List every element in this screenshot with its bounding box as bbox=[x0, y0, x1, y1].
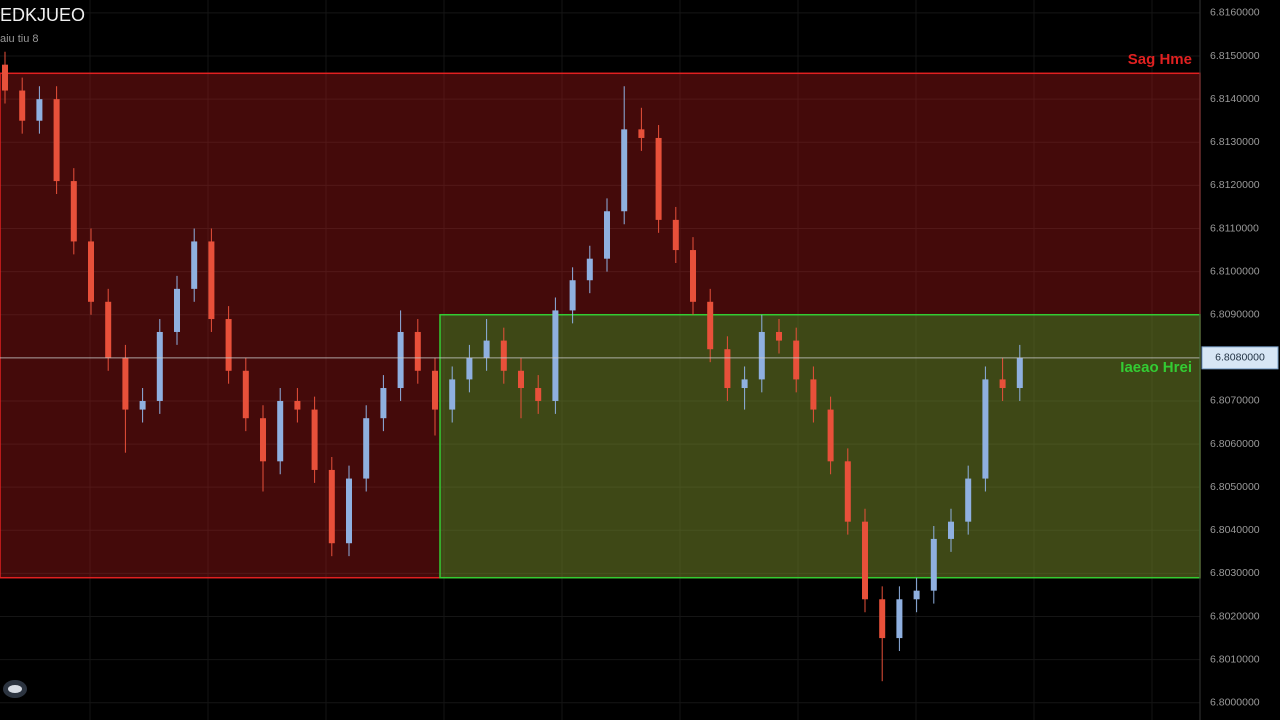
candle-body bbox=[414, 331, 421, 371]
zone bbox=[0, 72, 1201, 579]
y-tick-label: 6.8000000 bbox=[1210, 697, 1260, 709]
candle-body bbox=[191, 241, 198, 289]
candle-body bbox=[19, 90, 26, 121]
y-tick-label: 6.8120000 bbox=[1210, 179, 1260, 191]
zone bbox=[439, 313, 1201, 579]
y-tick-label: 6.8150000 bbox=[1210, 50, 1260, 62]
candle-body bbox=[328, 469, 335, 544]
chart-subtitle: aiu tiu 8 bbox=[0, 33, 39, 45]
candle-body bbox=[466, 357, 473, 380]
candle-body bbox=[862, 521, 868, 600]
candle-body bbox=[156, 331, 163, 401]
candle-body bbox=[1016, 357, 1023, 389]
candle-body bbox=[53, 99, 60, 182]
candle-body bbox=[242, 370, 249, 419]
candle-body bbox=[260, 418, 266, 462]
candle-body bbox=[552, 310, 559, 401]
candle-body bbox=[535, 388, 542, 401]
candle-body bbox=[879, 599, 886, 639]
candle-body bbox=[569, 280, 576, 311]
candle-body bbox=[346, 478, 352, 544]
chart-title: EDKJUEO bbox=[0, 5, 85, 25]
candle-body bbox=[844, 461, 851, 522]
y-tick-label: 6.8040000 bbox=[1210, 524, 1260, 536]
candle-body bbox=[690, 250, 696, 302]
zone-label: Sag Hme bbox=[1128, 51, 1192, 68]
plot: Sag Hme Iaeao Hrei bbox=[0, 12, 1201, 704]
candle-body bbox=[638, 129, 645, 138]
candle-body bbox=[88, 241, 94, 302]
candle-body bbox=[225, 319, 232, 371]
candle-body bbox=[518, 370, 524, 389]
candle-body bbox=[294, 400, 301, 410]
candle-body bbox=[793, 340, 800, 380]
candle-body bbox=[36, 99, 43, 121]
last-price-label: 6.8080000 bbox=[1215, 352, 1265, 364]
candle-body bbox=[483, 340, 490, 358]
candle-body bbox=[655, 137, 662, 220]
candle-body bbox=[2, 64, 8, 91]
candle-body bbox=[604, 211, 610, 259]
candle-body bbox=[776, 331, 782, 341]
y-tick-label: 6.8020000 bbox=[1210, 610, 1260, 622]
last-price-box bbox=[1201, 346, 1279, 370]
candle-body bbox=[621, 129, 628, 212]
candle-body bbox=[930, 538, 937, 591]
candle-body bbox=[948, 521, 954, 539]
candle-body bbox=[311, 409, 318, 470]
candle-body bbox=[363, 418, 370, 479]
y-tick-label: 6.8060000 bbox=[1210, 438, 1260, 450]
candle-body bbox=[432, 370, 438, 410]
candle-body bbox=[174, 288, 180, 332]
candle-body bbox=[827, 409, 834, 462]
y-tick-label: 6.8100000 bbox=[1210, 265, 1260, 277]
candle-body bbox=[70, 181, 77, 242]
candle-body bbox=[139, 400, 146, 410]
candle-body bbox=[672, 219, 679, 251]
y-tick-label: 6.8050000 bbox=[1210, 481, 1260, 493]
candle-body bbox=[758, 331, 765, 380]
y-tick-label: 6.8140000 bbox=[1210, 93, 1260, 105]
candle-body bbox=[999, 379, 1006, 389]
candle-body bbox=[965, 478, 972, 522]
candle-body bbox=[896, 599, 903, 639]
candle-body bbox=[449, 379, 456, 410]
candle-body bbox=[810, 379, 817, 410]
candle-body bbox=[122, 357, 129, 410]
menu-button-icon bbox=[8, 685, 22, 693]
candle-body bbox=[724, 349, 731, 389]
y-tick-label: 6.8090000 bbox=[1210, 309, 1260, 321]
candle-body bbox=[208, 241, 215, 320]
candle-body bbox=[105, 301, 112, 358]
candle-body bbox=[277, 400, 284, 462]
candle-body bbox=[500, 340, 507, 371]
vertical-grid bbox=[89, 0, 1153, 720]
y-tick-label: 6.8010000 bbox=[1210, 653, 1260, 665]
candle-body bbox=[982, 379, 989, 479]
candle-body bbox=[586, 258, 593, 281]
y-tick-label: 6.8110000 bbox=[1210, 222, 1259, 234]
candle-body bbox=[397, 331, 404, 389]
y-tick-label: 6.8070000 bbox=[1210, 395, 1260, 407]
candle-body bbox=[913, 590, 920, 600]
candle-body bbox=[380, 388, 387, 419]
zone-label: Iaeao Hrei bbox=[1120, 359, 1192, 376]
candle-body bbox=[741, 379, 748, 389]
y-tick-label: 6.8160000 bbox=[1210, 7, 1260, 19]
y-tick-label: 6.8130000 bbox=[1210, 136, 1260, 148]
candle-body bbox=[707, 301, 714, 350]
y-tick-label: 6.8030000 bbox=[1210, 567, 1260, 579]
